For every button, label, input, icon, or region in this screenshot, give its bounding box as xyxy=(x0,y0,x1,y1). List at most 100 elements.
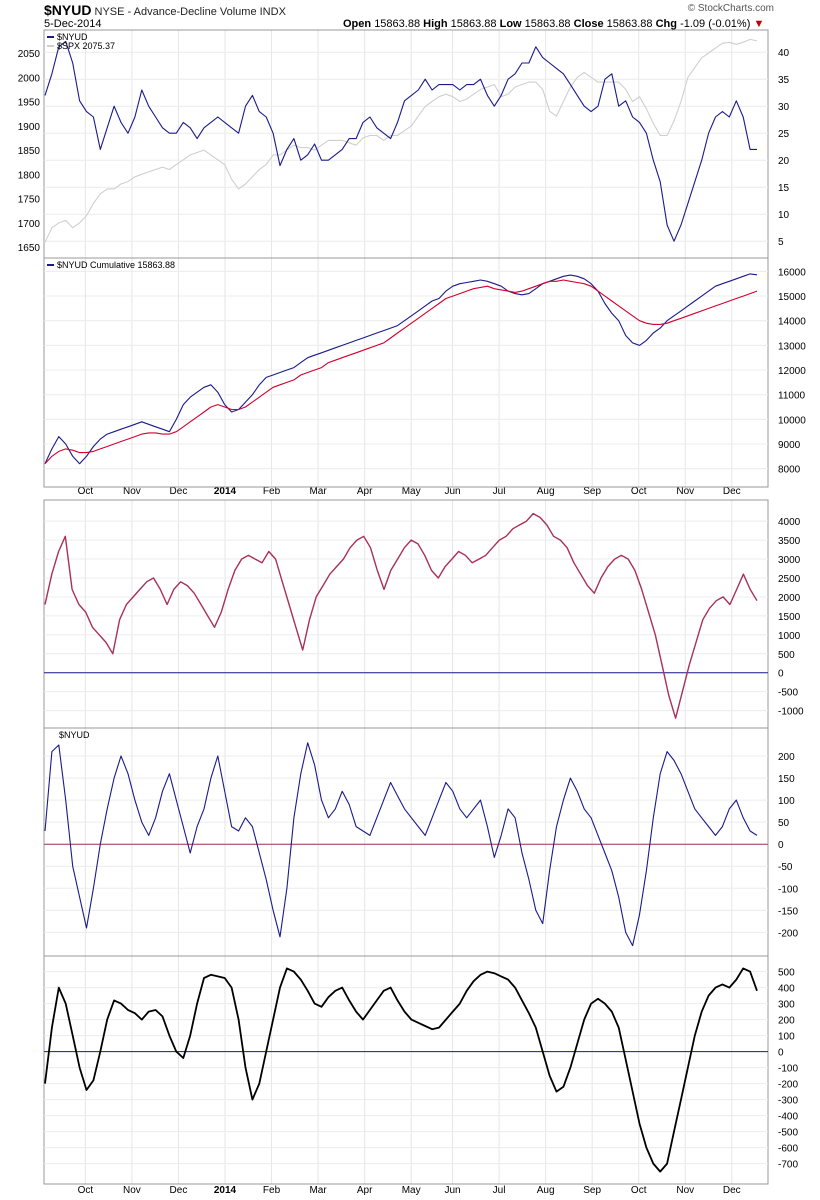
right-axis-tick-label: 200 xyxy=(778,1016,795,1027)
right-axis-tick-label: 400 xyxy=(778,984,795,995)
right-axis-tick-label: 11000 xyxy=(778,391,806,402)
ohlc-row: Open 15863.88 High 15863.88 Low 15863.88… xyxy=(343,18,764,30)
right-axis-tick-label: -600 xyxy=(778,1144,798,1155)
month-tick-label: Sep xyxy=(583,486,601,497)
right-axis-tick-label: -200 xyxy=(778,928,798,939)
legend-entry: $NYUD xyxy=(57,32,88,42)
right-axis-tick-label: 10000 xyxy=(778,415,806,426)
low-value: 15863.88 xyxy=(524,18,571,30)
right-axis-tick-label: 0 xyxy=(778,669,784,680)
month-tick-label: Feb xyxy=(263,1185,281,1196)
right-axis-tick-label: 15 xyxy=(778,183,790,194)
panel-frame xyxy=(43,499,769,729)
left-axis-tick-label: 1950 xyxy=(18,98,41,109)
legend-entry: $NYUD Cumulative 15863.88 xyxy=(57,260,175,270)
right-axis-tick-label: 3500 xyxy=(778,536,801,547)
right-axis-tick-label: 13000 xyxy=(778,341,806,352)
left-axis-tick-label: 1850 xyxy=(18,146,41,157)
chart-header: $NYUD NYSE - Advance-Decline Volume INDX… xyxy=(0,2,820,32)
month-tick-label: Apr xyxy=(357,486,373,497)
legend-entry: $SPX 2075.37 xyxy=(57,41,115,51)
low-label: Low xyxy=(499,18,522,30)
index-description: NYSE - Advance-Decline Volume xyxy=(94,6,257,18)
month-tick-label: May xyxy=(402,486,421,497)
title-line: $NYUD NYSE - Advance-Decline Volume INDX xyxy=(44,2,286,18)
month-tick-label: 2014 xyxy=(214,1185,237,1196)
index-type: INDX xyxy=(259,6,286,18)
right-axis-tick-label: 0 xyxy=(778,1048,784,1059)
high-label: High xyxy=(423,18,448,30)
month-tick-label: Mar xyxy=(309,486,327,497)
right-axis-tick-label: -200 xyxy=(778,1080,798,1091)
month-tick-label: May xyxy=(402,1185,421,1196)
left-axis-tick-label: 1800 xyxy=(18,170,41,181)
right-axis-tick-label: -100 xyxy=(778,884,798,895)
right-axis-tick-label: -700 xyxy=(778,1160,798,1171)
right-axis-tick-label: -500 xyxy=(778,688,798,699)
right-axis-tick-label: -150 xyxy=(778,906,798,917)
right-axis-tick-label: 14000 xyxy=(778,317,806,328)
right-axis-tick-label: 150 xyxy=(778,774,795,785)
ticker-symbol: $NYUD xyxy=(44,2,92,18)
right-axis-tick-label: 200 xyxy=(778,752,795,763)
right-axis-tick-label: 16000 xyxy=(778,267,806,278)
right-axis-tick-label: -50 xyxy=(778,862,793,873)
series-line xyxy=(44,38,758,243)
month-tick-label: Nov xyxy=(123,1185,141,1196)
series-line xyxy=(44,967,758,1173)
close-value: 15863.88 xyxy=(606,18,653,30)
legend-entry: $NYUD xyxy=(59,730,90,740)
left-axis-tick-label: 1700 xyxy=(18,219,41,230)
series-line xyxy=(44,279,758,465)
series-line xyxy=(44,742,758,947)
month-tick-label: Dec xyxy=(723,486,741,497)
month-tick-label: Jul xyxy=(493,486,506,497)
month-tick-label: Nov xyxy=(676,486,694,497)
right-axis-tick-label: 100 xyxy=(778,796,795,807)
month-tick-label: Feb xyxy=(263,486,281,497)
month-tick-label: Jun xyxy=(444,1185,460,1196)
series-line xyxy=(44,273,758,465)
right-axis-tick-label: 0 xyxy=(778,840,784,851)
right-axis-tick-label: 30 xyxy=(778,102,790,113)
right-axis-tick-label: 100 xyxy=(778,1032,795,1043)
right-axis-tick-label: -100 xyxy=(778,1064,798,1075)
right-axis-tick-label: -400 xyxy=(778,1112,798,1123)
right-axis-tick-label: 2000 xyxy=(778,593,801,604)
close-label: Close xyxy=(573,18,604,30)
left-axis-tick-label: 2050 xyxy=(18,49,41,60)
month-tick-label: Oct xyxy=(631,1185,647,1196)
right-axis-tick-label: 50 xyxy=(778,818,790,829)
right-axis-tick-label: 10 xyxy=(778,210,790,221)
series-line xyxy=(44,512,758,719)
month-tick-label: Oct xyxy=(78,486,94,497)
panel-frame xyxy=(43,727,769,957)
month-tick-label: Sep xyxy=(583,1185,601,1196)
right-axis-tick-label: 500 xyxy=(778,650,795,661)
month-tick-label: Nov xyxy=(123,486,141,497)
right-axis-tick-label: 4000 xyxy=(778,517,801,528)
series-line xyxy=(44,40,757,242)
panel-frame xyxy=(43,955,769,1185)
right-axis-tick-label: 15000 xyxy=(778,292,806,303)
right-axis-tick-label: 300 xyxy=(778,1000,795,1011)
month-tick-label: Oct xyxy=(631,486,647,497)
month-tick-label: Jul xyxy=(493,1185,506,1196)
month-tick-label: Dec xyxy=(723,1185,741,1196)
panel-frame xyxy=(43,29,769,259)
open-label: Open xyxy=(343,18,372,30)
month-tick-label: Jun xyxy=(444,486,460,497)
down-arrow-icon: ▼ xyxy=(753,18,765,30)
brand-label: © StockCharts.com xyxy=(687,3,774,14)
open-value: 15863.88 xyxy=(374,18,421,30)
right-axis-tick-label: 1000 xyxy=(778,631,801,642)
right-axis-tick-label: -500 xyxy=(778,1128,798,1139)
month-tick-label: Dec xyxy=(170,486,188,497)
left-axis-tick-label: 1650 xyxy=(18,243,41,254)
right-axis-tick-label: 40 xyxy=(778,48,790,59)
high-value: 15863.88 xyxy=(450,18,497,30)
left-axis-tick-label: 2000 xyxy=(18,73,41,84)
chg-label: Chg xyxy=(655,18,677,30)
chg-value: -1.09 (-0.01%) xyxy=(680,18,751,30)
